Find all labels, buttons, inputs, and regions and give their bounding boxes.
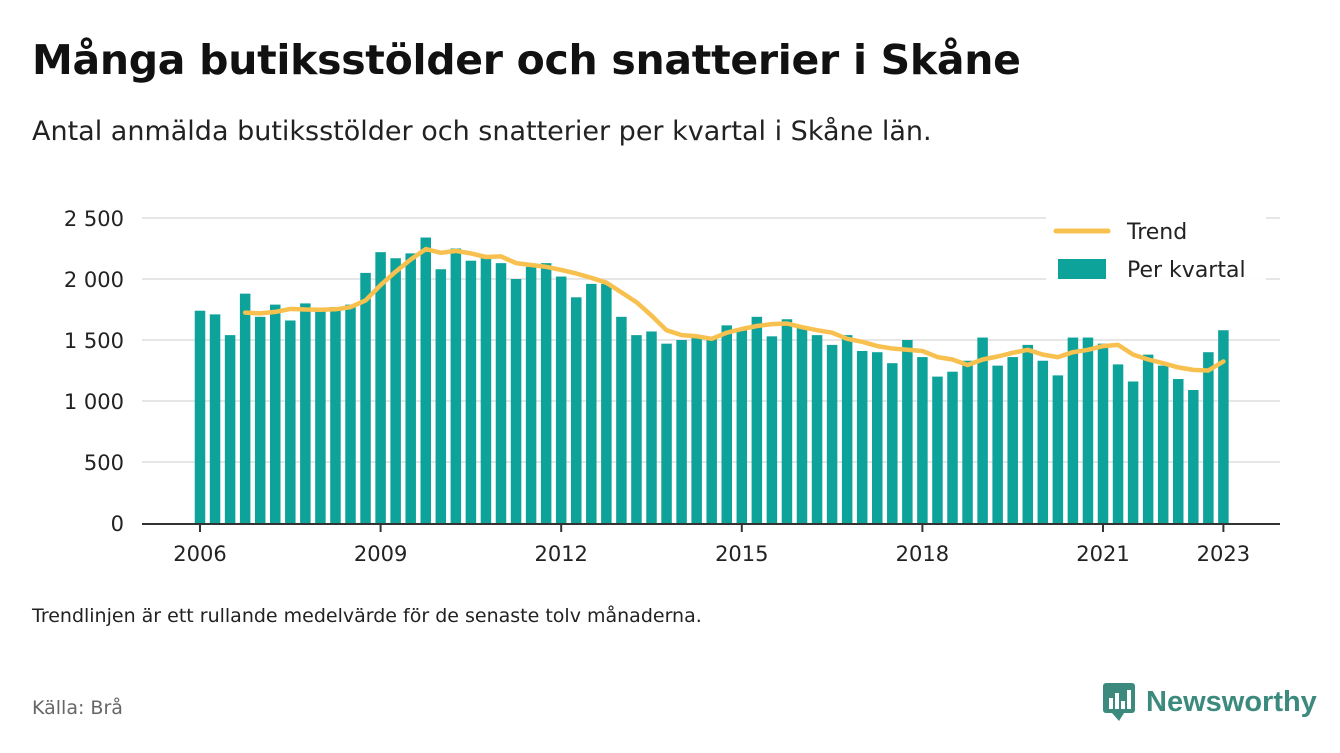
bar — [345, 304, 356, 523]
bar — [239, 293, 251, 523]
bar — [270, 304, 281, 523]
bar — [646, 331, 657, 523]
trend-line — [242, 246, 1226, 373]
bar — [1142, 354, 1154, 523]
bar — [601, 283, 612, 523]
bar — [224, 335, 236, 523]
bar — [555, 276, 567, 523]
bar — [1218, 330, 1229, 523]
bar — [1007, 357, 1018, 523]
brand-name: Newsworthy — [1146, 685, 1317, 718]
bar — [1052, 375, 1064, 523]
y-tick-label: 1 500 — [64, 329, 124, 353]
x-tick-label: 2023 — [1197, 542, 1250, 566]
bar — [1127, 381, 1139, 523]
bar — [992, 365, 1003, 523]
bar — [781, 319, 793, 523]
bar — [1173, 379, 1184, 523]
bar — [691, 337, 702, 523]
bar — [1067, 337, 1079, 523]
bar-series — [194, 237, 1229, 523]
x-tick-label: 2006 — [173, 542, 226, 566]
bar — [977, 337, 988, 523]
bar — [1022, 344, 1033, 523]
bar — [962, 360, 973, 523]
bar — [1157, 365, 1169, 523]
bar — [330, 307, 341, 523]
bar — [525, 266, 537, 523]
bar — [390, 258, 401, 523]
bar — [872, 352, 883, 523]
x-axis: 2006 2009 2012 2015 2018 2021 2023 — [142, 523, 1280, 566]
y-axis-ticks: 0 500 1 000 1 500 2 000 2 500 — [64, 207, 124, 536]
bar — [586, 283, 597, 523]
bar — [300, 303, 311, 523]
bar — [480, 258, 492, 523]
bar — [856, 350, 868, 523]
bar — [766, 336, 778, 523]
bar-chart: 0 500 1 000 1 500 2 000 2 500 2006 2009 2012 201… — [64, 207, 1280, 566]
bar — [375, 252, 386, 523]
bar — [661, 343, 672, 523]
bar — [796, 327, 808, 523]
bar — [1188, 390, 1199, 523]
bar — [435, 269, 447, 523]
trend-footnote: Trendlinjen är ett rullande medelvärde f… — [32, 605, 702, 627]
bar — [254, 316, 266, 523]
bar — [540, 263, 552, 523]
bar — [631, 335, 642, 523]
x-tick-label: 2009 — [354, 542, 407, 566]
bar — [1037, 360, 1049, 523]
trend-series — [242, 246, 1226, 373]
bar — [826, 344, 838, 523]
bar — [1203, 352, 1214, 523]
bar — [932, 376, 943, 523]
bar — [751, 316, 763, 523]
y-tick-label: 2 500 — [64, 207, 124, 231]
y-tick-label: 500 — [84, 451, 124, 475]
legend: Trend Per kvartal — [1046, 212, 1266, 288]
bar — [465, 260, 477, 523]
bar — [315, 310, 326, 523]
bar — [917, 357, 928, 523]
bar — [736, 329, 748, 523]
legend-bar-label: Per kvartal — [1127, 258, 1246, 283]
chart-title: Många butiksstölder och snatterier i Skå… — [32, 36, 1021, 84]
bar — [1112, 364, 1124, 523]
bar — [1097, 343, 1109, 523]
bar — [285, 320, 296, 523]
bar — [616, 316, 627, 523]
bar — [811, 335, 823, 523]
bar — [194, 310, 206, 523]
x-tick-label: 2012 — [534, 542, 587, 566]
bar — [405, 253, 416, 523]
newsworthy-logo-icon — [1103, 683, 1135, 721]
legend-trend-label: Trend — [1126, 220, 1187, 245]
x-tick-label: 2021 — [1076, 542, 1129, 566]
bar — [947, 371, 958, 523]
x-tick-label: 2018 — [896, 542, 949, 566]
bar — [360, 272, 371, 523]
x-tick-label: 2015 — [715, 542, 768, 566]
legend-bar-swatch — [1058, 259, 1106, 279]
bar — [841, 335, 853, 523]
bar — [887, 363, 898, 523]
y-tick-label: 2 000 — [64, 268, 124, 292]
bar — [676, 340, 687, 523]
bar — [571, 297, 582, 523]
bar — [495, 263, 507, 523]
bar — [721, 325, 732, 523]
bar — [1082, 337, 1094, 523]
bar — [420, 237, 431, 523]
bar — [902, 340, 913, 523]
source-credit: Källa: Brå — [32, 697, 123, 719]
bar — [450, 248, 462, 523]
chart-subtitle: Antal anmälda butiksstölder och snatteri… — [32, 116, 932, 147]
y-tick-label: 0 — [111, 512, 124, 536]
brand-logo: Newsworthy — [1102, 682, 1317, 722]
y-tick-label: 1 000 — [64, 390, 124, 414]
bar — [706, 338, 717, 523]
bar — [209, 314, 221, 523]
bar — [510, 279, 522, 523]
